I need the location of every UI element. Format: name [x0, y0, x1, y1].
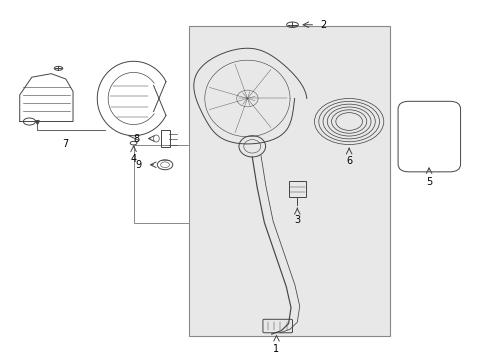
Bar	[189, 26, 391, 336]
Bar	[161, 130, 170, 147]
Text: 7: 7	[63, 139, 69, 149]
Text: 6: 6	[346, 156, 352, 166]
Bar	[134, 145, 189, 222]
Text: 2: 2	[320, 20, 326, 30]
Text: 5: 5	[426, 177, 432, 187]
Text: 1: 1	[273, 344, 280, 354]
Bar	[289, 181, 306, 197]
Text: 9: 9	[136, 160, 142, 170]
Text: 3: 3	[294, 215, 300, 225]
Text: 4: 4	[130, 154, 137, 164]
Text: 8: 8	[133, 134, 139, 144]
